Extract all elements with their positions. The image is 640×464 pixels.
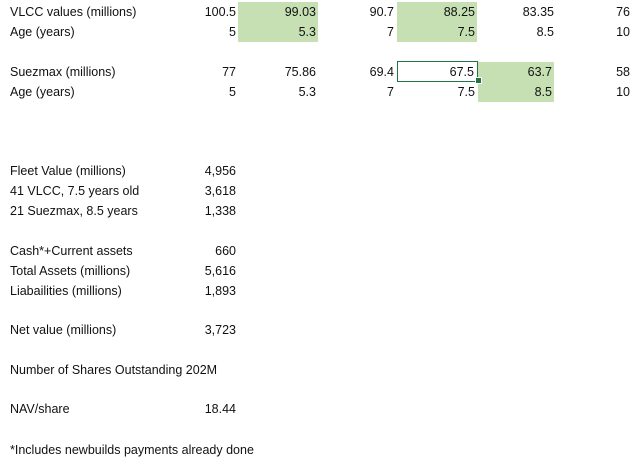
suezmax-label[interactable]: Suezmax (millions) (10, 65, 116, 79)
vlcc-age-3[interactable]: 7 (387, 25, 394, 39)
total-assets-value[interactable]: 5,616 (204, 264, 236, 278)
suezmax-value-6[interactable]: 58 (616, 65, 630, 79)
fleet-value[interactable]: 4,956 (204, 164, 236, 178)
suezmax-age-2[interactable]: 5.3 (298, 85, 316, 99)
suezmax-value-5[interactable]: 63.7 (478, 62, 554, 82)
suezmax-fleet-value[interactable]: 1,338 (204, 204, 236, 218)
vlcc-age-label[interactable]: Age (years) (10, 25, 75, 39)
fleet-value-label[interactable]: Fleet Value (millions) (10, 164, 126, 178)
shares-outstanding-label[interactable]: Number of Shares Outstanding 202M (10, 363, 218, 377)
cash-assets-label[interactable]: Cash*+Current assets (10, 244, 133, 258)
nav-per-share-value[interactable]: 18.44 (204, 402, 236, 416)
vlcc-value-6[interactable]: 76 (616, 5, 630, 19)
suezmax-age-label[interactable]: Age (years) (10, 85, 75, 99)
vlcc-age-5[interactable]: 8.5 (536, 25, 554, 39)
total-assets-label[interactable]: Total Assets (millions) (10, 264, 131, 278)
vlcc-value-3[interactable]: 90.7 (369, 5, 394, 19)
liabilities-label[interactable]: Liabailities (millions) (10, 284, 122, 298)
vlcc-value-2[interactable]: 99.03 (238, 2, 318, 22)
footnote[interactable]: *Includes newbuilds payments already don… (10, 443, 254, 457)
vlcc-fleet-label[interactable]: 41 VLCC, 7.5 years old (10, 184, 140, 198)
suezmax-age-3[interactable]: 7 (387, 85, 394, 99)
suezmax-age-1[interactable]: 5 (229, 85, 236, 99)
vlcc-age-2[interactable]: 5.3 (238, 22, 318, 42)
vlcc-value-4[interactable]: 88.25 (397, 2, 477, 22)
vlcc-age-1[interactable]: 5 (229, 25, 236, 39)
vlcc-value-1[interactable]: 100.5 (204, 5, 236, 19)
vlcc-value-5[interactable]: 83.35 (522, 5, 554, 19)
cash-assets-value[interactable]: 660 (215, 244, 236, 258)
vlcc-age-4[interactable]: 7.5 (397, 22, 477, 42)
suezmax-fleet-label[interactable]: 21 Suezmax, 8.5 years (10, 204, 138, 218)
net-value[interactable]: 3,723 (204, 323, 236, 337)
suezmax-value-1[interactable]: 77 (222, 65, 236, 79)
vlcc-label[interactable]: VLCC values (millions) (10, 5, 137, 19)
vlcc-fleet-value[interactable]: 3,618 (204, 184, 236, 198)
suezmax-age-4[interactable]: 7.5 (457, 85, 475, 99)
nav-per-share-label[interactable]: NAV/share (10, 402, 70, 416)
suezmax-age-6[interactable]: 10 (616, 85, 630, 99)
suezmax-age-5[interactable]: 8.5 (478, 82, 554, 102)
liabilities-value[interactable]: 1,893 (204, 284, 236, 298)
vlcc-age-6[interactable]: 10 (616, 25, 630, 39)
suezmax-value-2[interactable]: 75.86 (284, 65, 316, 79)
net-value-label[interactable]: Net value (millions) (10, 323, 117, 337)
suezmax-value-4-selected-cell[interactable]: 67.5 (397, 61, 478, 82)
suezmax-value-3[interactable]: 69.4 (369, 65, 394, 79)
fill-handle[interactable] (475, 77, 482, 84)
